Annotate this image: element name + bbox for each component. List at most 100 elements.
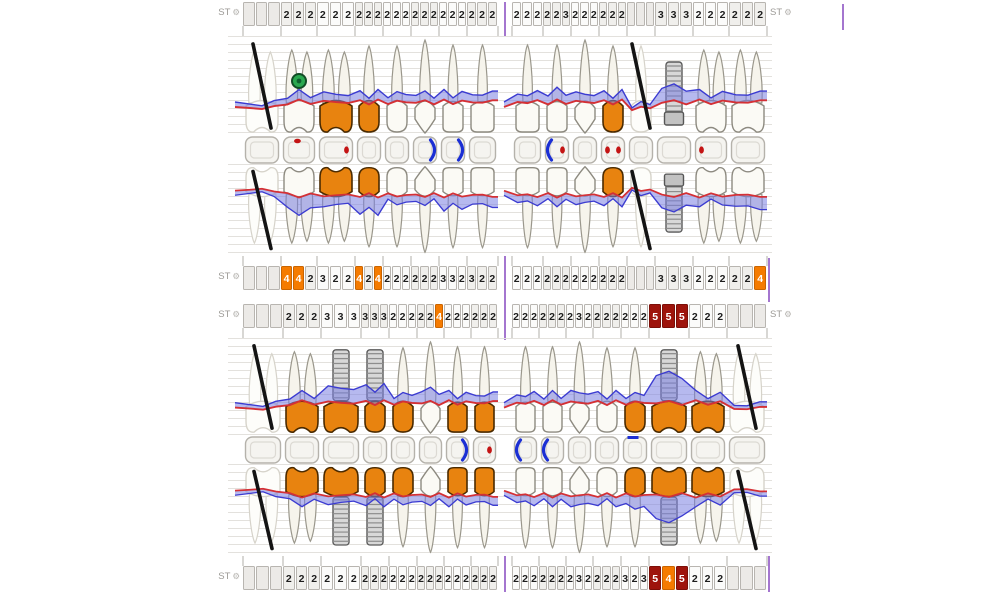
occlusal-view-21[interactable] bbox=[513, 136, 542, 164]
tooth-32-lower-lingual[interactable] bbox=[542, 345, 563, 433]
st-cell-38[interactable] bbox=[727, 566, 740, 590]
st-cell-31[interactable]: 2 bbox=[521, 566, 529, 590]
st-cell-15[interactable]: 2 bbox=[373, 2, 382, 26]
gear-icon[interactable]: ⚙ bbox=[232, 309, 240, 319]
gear-icon[interactable]: ⚙ bbox=[232, 571, 240, 581]
st-cell-12[interactable]: 3 bbox=[448, 266, 457, 290]
occlusal-view-14[interactable] bbox=[384, 136, 410, 164]
st-cell-36[interactable]: 5 bbox=[675, 304, 688, 328]
tooth-33-lower-lingual[interactable] bbox=[569, 340, 590, 435]
st-cell-47[interactable]: 2 bbox=[295, 566, 308, 590]
st-cell-41[interactable]: 2 bbox=[480, 304, 488, 328]
st-cell-46[interactable]: 2 bbox=[321, 566, 334, 590]
st-cell-42[interactable]: 2 bbox=[462, 566, 470, 590]
st-cell-41[interactable]: 2 bbox=[480, 566, 488, 590]
tooth-34-lower-buccal[interactable] bbox=[596, 467, 618, 549]
st-cell-44[interactable]: 2 bbox=[407, 566, 416, 590]
occlusal-view-46[interactable] bbox=[322, 436, 360, 464]
st-cell-14[interactable]: 2 bbox=[392, 266, 401, 290]
st-cell-11[interactable]: 2 bbox=[487, 2, 497, 26]
st-cell-14[interactable]: 2 bbox=[401, 266, 410, 290]
st-cell-22[interactable]: 2 bbox=[561, 266, 570, 290]
st-cell-23[interactable]: 2 bbox=[580, 2, 589, 26]
st-cell-41[interactable]: 2 bbox=[489, 566, 497, 590]
st-cell-31[interactable]: 2 bbox=[512, 304, 520, 328]
st-cell-28[interactable]: 2 bbox=[754, 2, 767, 26]
st-cell-21[interactable]: 2 bbox=[512, 2, 522, 26]
st-cell-32[interactable]: 2 bbox=[539, 304, 547, 328]
occlusal-view-45[interactable] bbox=[362, 436, 388, 464]
st-cell-26[interactable]: 3 bbox=[680, 266, 693, 290]
st-cell-24[interactable]: 2 bbox=[599, 266, 608, 290]
st-cell-42[interactable]: 2 bbox=[462, 304, 470, 328]
st-cell-15[interactable]: 4 bbox=[355, 266, 364, 290]
st-cell-43[interactable]: 2 bbox=[426, 304, 434, 328]
tooth-31-lower-buccal[interactable] bbox=[515, 467, 536, 549]
st-cell-21[interactable]: 2 bbox=[532, 2, 542, 26]
st-cell-32[interactable]: 2 bbox=[557, 566, 565, 590]
occlusal-view-22[interactable] bbox=[544, 136, 570, 164]
st-cell-26[interactable]: 3 bbox=[667, 2, 680, 26]
tooth-35-lower-lingual[interactable] bbox=[624, 346, 646, 433]
tooth-15-upper-buccal[interactable] bbox=[358, 44, 380, 133]
st-cell-45[interactable]: 3 bbox=[379, 304, 388, 328]
st-cell-15[interactable]: 2 bbox=[364, 2, 373, 26]
occlusal-view-33[interactable] bbox=[567, 436, 592, 464]
st-cell-46[interactable]: 3 bbox=[347, 304, 360, 328]
occlusal-view-48[interactable] bbox=[244, 436, 282, 464]
st-cell-12[interactable]: 2 bbox=[457, 266, 466, 290]
occlusal-view-23[interactable] bbox=[572, 136, 598, 164]
occlusal-view-36[interactable] bbox=[650, 436, 688, 464]
st-cell-26[interactable]: 3 bbox=[680, 2, 693, 26]
st-cell-45[interactable]: 2 bbox=[361, 566, 370, 590]
st-cell-33[interactable]: 2 bbox=[584, 566, 592, 590]
st-cell-11[interactable]: 2 bbox=[467, 2, 477, 26]
occlusal-view-31[interactable] bbox=[513, 436, 538, 464]
occlusal-view-11[interactable] bbox=[468, 136, 497, 164]
occlusal-view-28[interactable] bbox=[730, 136, 766, 164]
st-cell-44[interactable]: 2 bbox=[389, 304, 398, 328]
st-cell-47[interactable]: 2 bbox=[283, 566, 295, 590]
st-cell-18[interactable] bbox=[268, 2, 281, 26]
st-cell-23[interactable]: 2 bbox=[580, 266, 589, 290]
st-cell-36[interactable]: 4 bbox=[662, 566, 675, 590]
st-cell-33[interactable]: 3 bbox=[575, 566, 583, 590]
tooth-37-lower-buccal[interactable] bbox=[691, 466, 725, 545]
st-cell-38[interactable] bbox=[727, 304, 740, 328]
st-cell-37[interactable]: 2 bbox=[714, 566, 727, 590]
occlusal-view-38[interactable] bbox=[728, 436, 766, 464]
tooth-27-upper-buccal[interactable] bbox=[695, 48, 727, 133]
st-cell-35[interactable]: 2 bbox=[630, 304, 639, 328]
st-cell-47[interactable]: 2 bbox=[308, 304, 321, 328]
st-cell-43[interactable]: 2 bbox=[435, 566, 443, 590]
st-cell-16[interactable]: 3 bbox=[317, 266, 329, 290]
tooth-33-lower-buccal[interactable] bbox=[569, 465, 590, 554]
st-cell-43[interactable]: 2 bbox=[417, 304, 425, 328]
tooth-41-lower-lingual[interactable] bbox=[474, 345, 495, 433]
tooth-32-lower-buccal[interactable] bbox=[542, 467, 563, 549]
st-cell-17[interactable]: 2 bbox=[305, 2, 316, 26]
st-cell-42[interactable]: 2 bbox=[453, 304, 461, 328]
st-cell-17[interactable]: 2 bbox=[293, 2, 304, 26]
gear-icon[interactable]: ⚙ bbox=[232, 271, 240, 281]
tooth-43-lower-buccal[interactable] bbox=[420, 465, 441, 554]
st-cell-45[interactable]: 3 bbox=[361, 304, 370, 328]
st-cell-28[interactable]: 2 bbox=[741, 2, 754, 26]
tooth-11-upper-palatal[interactable] bbox=[470, 167, 495, 249]
st-cell-16[interactable]: 2 bbox=[317, 2, 329, 26]
st-cell-22[interactable]: 2 bbox=[543, 2, 552, 26]
st-cell-34[interactable]: 2 bbox=[611, 566, 620, 590]
st-cell-28[interactable]: 2 bbox=[741, 266, 754, 290]
st-cell-32[interactable]: 2 bbox=[548, 304, 556, 328]
occlusal-view-12[interactable] bbox=[440, 136, 466, 164]
st-cell-14[interactable]: 2 bbox=[392, 2, 401, 26]
st-cell-25[interactable] bbox=[645, 266, 654, 290]
st-cell-41[interactable]: 2 bbox=[471, 304, 479, 328]
st-cell-31[interactable]: 2 bbox=[530, 304, 538, 328]
st-cell-22[interactable]: 2 bbox=[543, 266, 552, 290]
occlusal-view-34[interactable] bbox=[594, 436, 620, 464]
st-cell-31[interactable]: 2 bbox=[512, 566, 520, 590]
st-cell-46[interactable]: 2 bbox=[334, 566, 347, 590]
st-cell-24[interactable]: 2 bbox=[617, 266, 626, 290]
st-cell-22[interactable]: 2 bbox=[552, 266, 561, 290]
